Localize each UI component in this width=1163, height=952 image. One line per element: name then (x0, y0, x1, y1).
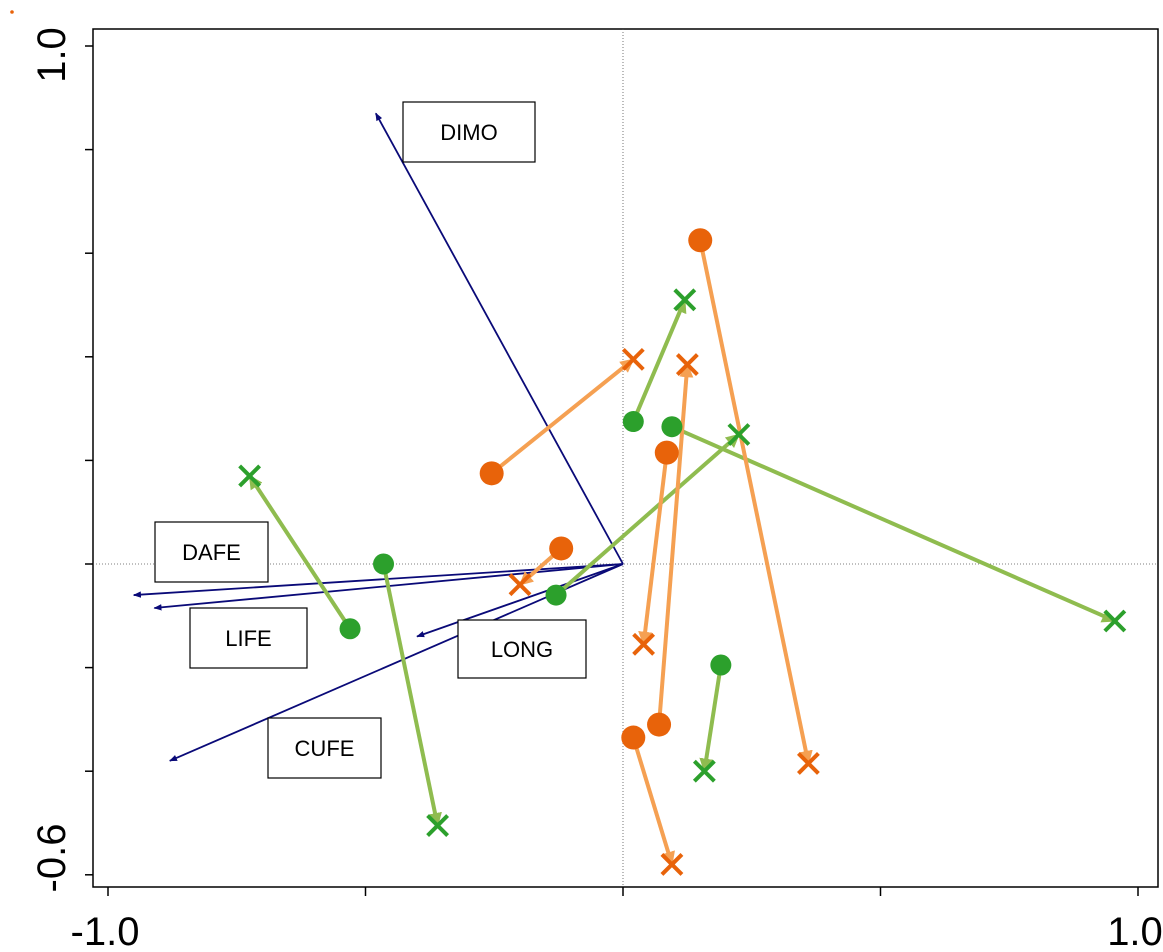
axes (85, 45, 1139, 896)
orange-end-point-0 (621, 347, 645, 371)
green-end-cross-b-5 (692, 759, 716, 783)
x-tick-label-max: 1.0 (1107, 910, 1163, 952)
orange-arrow-5 (631, 736, 675, 866)
green-start-point-1 (373, 553, 395, 575)
orange-end-point-5 (660, 853, 684, 876)
orange-end-cross-b-2 (796, 752, 820, 775)
green-end-point-0 (238, 464, 262, 488)
vector-dimo (375, 112, 624, 565)
vector-label-dimo: DIMO (440, 120, 497, 145)
green-arrow-0 (247, 474, 352, 630)
orange-arrow-2 (698, 239, 813, 765)
y-tick-label-min: -0.6 (30, 824, 74, 893)
green-end-point-4 (1103, 609, 1127, 633)
corner-dot (10, 10, 14, 14)
orange-start-point-0 (479, 461, 504, 486)
green-end-cross-b-4 (1103, 609, 1127, 633)
vector-long (416, 563, 624, 638)
green-start-point-4 (661, 416, 683, 438)
vector-label-life: LIFE (225, 626, 271, 651)
green-arrow-2 (554, 432, 741, 597)
orange-end-cross-b-0 (621, 347, 645, 371)
vector-label-box-dimo (402, 101, 536, 163)
plot-frame (92, 28, 1159, 888)
orange-end-point-4 (675, 353, 699, 376)
orange-end-cross-b-5 (660, 853, 684, 876)
green-arrow-4 (671, 424, 1117, 623)
green-end-point-2 (727, 423, 751, 446)
sample-markers (238, 228, 1127, 876)
orange-start-point-1 (549, 536, 574, 561)
vector-dafe (132, 563, 624, 598)
orange-end-cross-b-1 (508, 573, 532, 597)
green-end-point-1 (426, 814, 450, 838)
vector-label-box-long (457, 619, 587, 679)
orange-start-point-3 (654, 440, 679, 465)
green-end-point-5 (692, 759, 716, 783)
orange-start-point-2 (688, 228, 713, 253)
orange-start-point-5 (621, 725, 646, 750)
orange-end-point-3 (632, 632, 656, 656)
orange-arrow-0 (490, 357, 635, 475)
green-end-point-3 (673, 288, 697, 312)
orange-start-point-4 (647, 712, 672, 737)
orange-arrow-3 (638, 452, 669, 646)
orange-end-point-2 (796, 752, 820, 775)
green-start-point-2 (545, 584, 567, 606)
y-tick-label-max: 1.0 (30, 27, 74, 83)
orange-end-cross-b-3 (632, 632, 656, 656)
green-start-point-5 (710, 654, 732, 676)
vector-label-long: LONG (491, 637, 553, 662)
vector-label-box-cufe (267, 717, 382, 779)
vector-label-dafe: DAFE (182, 540, 241, 565)
orange-end-cross-b-4 (675, 353, 699, 376)
vector-label-box-life (189, 607, 308, 669)
green-end-cross-b-2 (727, 423, 751, 446)
green-start-point-3 (622, 411, 644, 433)
vector-label-box-dafe (154, 521, 269, 583)
green-end-cross-b-1 (426, 814, 450, 838)
green-end-cross-b-0 (238, 464, 262, 488)
orange-end-point-1 (508, 573, 532, 597)
green-end-cross-b-3 (673, 288, 697, 312)
orange-arrow-4 (657, 363, 694, 725)
green-start-point-0 (339, 618, 361, 640)
vector-label-cufe: CUFE (295, 736, 355, 761)
green-arrow-5 (699, 664, 723, 773)
green-arrow-1 (381, 563, 442, 827)
x-tick-label-min: -1.0 (71, 910, 140, 952)
green-arrow-3 (631, 298, 687, 423)
vector-labels: DIMO DAFE LIFE LONG CUFE (154, 101, 587, 779)
sample-arrows (247, 239, 1117, 866)
